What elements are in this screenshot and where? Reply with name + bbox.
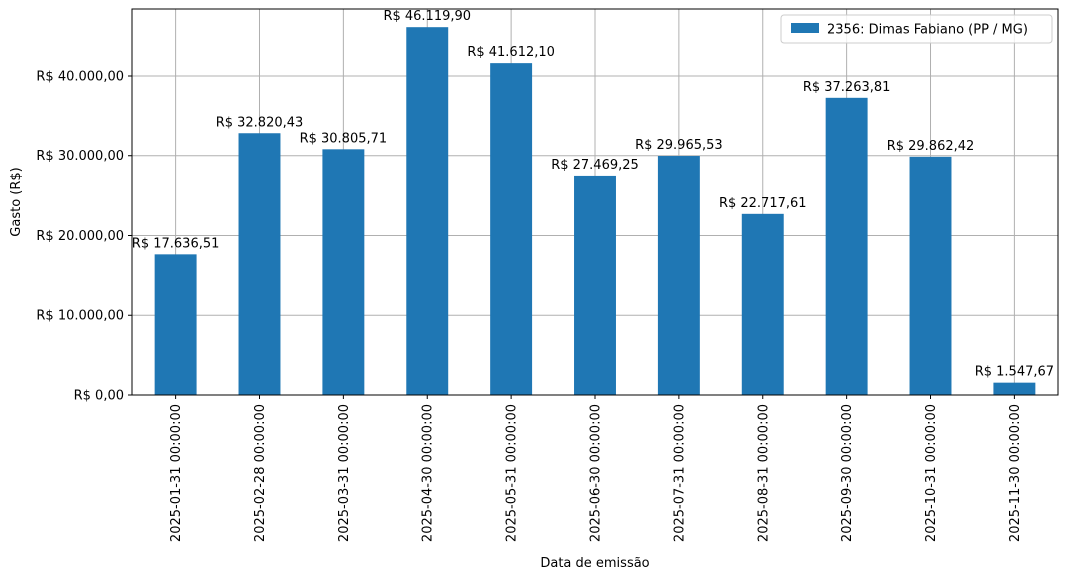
- y-tick-label: R$ 10.000,00: [36, 309, 124, 324]
- bar: [238, 133, 281, 395]
- x-tick-label: 2025-04-30 00:00:00: [421, 404, 436, 542]
- data-label: R$ 30.805,71: [300, 131, 388, 146]
- legend: 2356: Dimas Fabiano (PP / MG): [780, 14, 1053, 44]
- data-label: R$ 22.717,61: [719, 196, 807, 211]
- legend-box: [780, 14, 1053, 44]
- data-label: R$ 1.547,67: [975, 365, 1054, 380]
- data-label: R$ 17.636,51: [132, 236, 220, 251]
- data-label: R$ 29.965,53: [635, 138, 723, 153]
- y-tick-label: R$ 20.000,00: [36, 229, 124, 244]
- x-tick-label: 2025-02-28 00:00:00: [253, 404, 268, 542]
- bars-layer: [154, 27, 1036, 396]
- bar: [322, 149, 365, 395]
- x-tick-label: 2025-01-31 00:00:00: [169, 404, 184, 542]
- x-tick-label: 2025-10-31 00:00:00: [924, 404, 939, 542]
- y-tick-label: R$ 30.000,00: [36, 149, 124, 164]
- x-tick-label: 2025-11-30 00:00:00: [1008, 404, 1023, 542]
- bar: [154, 254, 197, 395]
- legend-label: 2356: Dimas Fabiano (PP / MG): [827, 23, 1028, 38]
- bar: [825, 97, 868, 395]
- x-tick-label: 2025-06-30 00:00:00: [589, 404, 604, 542]
- bar: [406, 27, 449, 396]
- bar: [574, 175, 616, 395]
- x-tick-label: 2025-08-31 00:00:00: [756, 404, 771, 542]
- y-axis-title: Gasto (R$): [9, 167, 24, 236]
- bar: [657, 156, 700, 395]
- legend-swatch: [791, 23, 819, 33]
- bar: [490, 63, 533, 395]
- bar: [909, 156, 952, 395]
- x-axis-title: Data de emissão: [540, 556, 649, 571]
- data-label: R$ 27.469,25: [551, 158, 639, 173]
- y-tick-label: R$ 0,00: [74, 389, 124, 404]
- data-label: R$ 46.119,90: [383, 9, 471, 24]
- data-label: R$ 29.862,42: [887, 139, 975, 154]
- x-tick-label: 2025-07-31 00:00:00: [672, 404, 687, 542]
- ticks-layer: R$ 0,00 R$ 10.000,00 R$ 20.000,00 R$ 30.000…: [36, 69, 1022, 542]
- x-tick-label: 2025-05-31 00:00:00: [505, 404, 520, 542]
- data-label: R$ 32.820,43: [216, 115, 304, 130]
- data-label: R$ 37.263,81: [803, 80, 891, 95]
- x-tick-label: 2025-09-30 00:00:00: [840, 404, 855, 542]
- data-labels-layer: R$ 17.636,51 R$ 32.820,43R$ 30.805,71 R$ 4…: [132, 9, 1054, 379]
- x-tick-label: 2025-03-31 00:00:00: [337, 404, 352, 542]
- y-tick-label: R$ 40.000,00: [36, 69, 124, 84]
- data-label: R$ 41.612,10: [467, 45, 555, 60]
- bar: [741, 213, 784, 395]
- bar: [993, 382, 1036, 395]
